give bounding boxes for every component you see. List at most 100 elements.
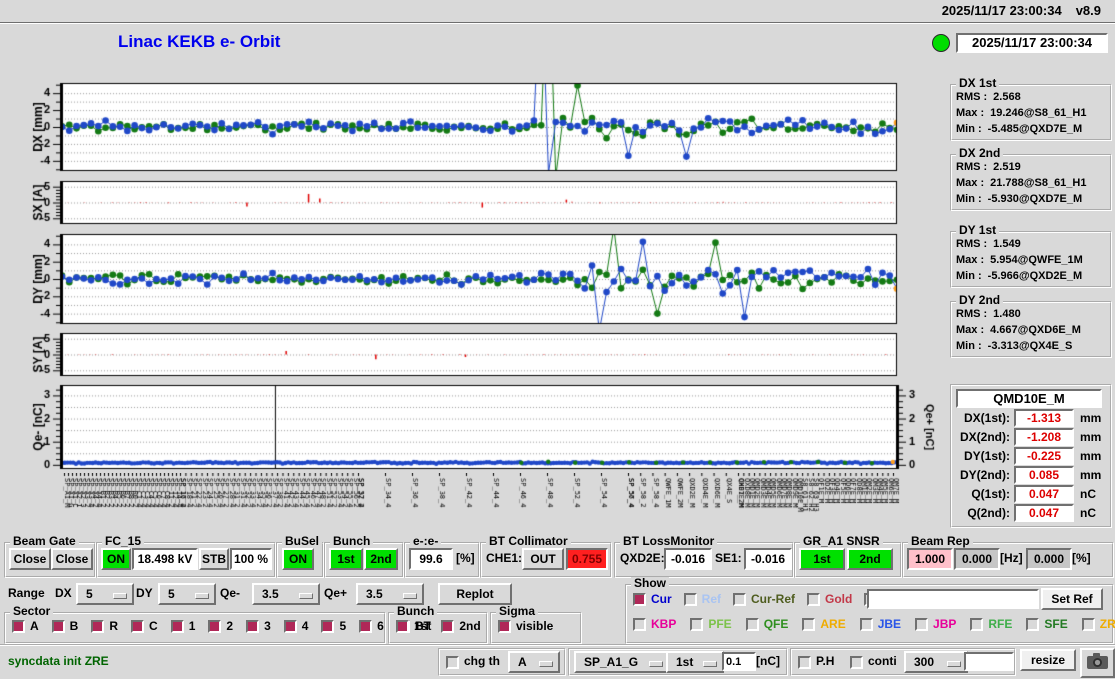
checkbox-indicator[interactable] — [683, 592, 697, 606]
checkbox-item-3[interactable]: 3 — [246, 619, 271, 633]
checkbox-indicator[interactable] — [970, 617, 984, 631]
checkbox-indicator[interactable] — [12, 619, 25, 633]
sp-dropdown[interactable]: SP_A1_G — [574, 651, 670, 673]
checkbox-indicator[interactable] — [1026, 617, 1040, 631]
gr-a1-1st-button[interactable]: 1st — [799, 548, 845, 570]
gr-a1-2nd-button[interactable]: 2nd — [847, 548, 893, 570]
camera-icon — [1087, 653, 1108, 669]
checkbox-item-b[interactable]: B — [51, 619, 79, 633]
checkbox-item-r[interactable]: R — [91, 619, 118, 633]
beam-gate-close2-button[interactable]: Close — [51, 548, 93, 570]
checkbox-item-ref[interactable]: Ref — [683, 592, 721, 606]
checkbox-item-jbp[interactable]: JBP — [915, 617, 956, 631]
checkbox-indicator[interactable] — [441, 619, 455, 633]
checkbox-item-are[interactable]: ARE — [802, 617, 846, 631]
checkbox-indicator[interactable] — [690, 617, 704, 631]
checkbox-indicator[interactable] — [131, 619, 145, 633]
menu-dash-icon — [947, 661, 961, 667]
misc-input[interactable] — [964, 652, 1014, 671]
checkbox-item-1[interactable]: 1 — [170, 619, 195, 633]
checkbox-indicator[interactable] — [915, 617, 929, 631]
monitor-row-label: DX(1st): — [963, 411, 1010, 425]
screenshot-button[interactable] — [1080, 648, 1115, 678]
checkbox-item-5[interactable]: 5 — [321, 619, 346, 633]
threshold-input[interactable] — [722, 652, 756, 671]
checkbox-indicator[interactable] — [170, 619, 184, 633]
checkbox-item-pfe[interactable]: PFE — [690, 617, 732, 631]
range-dx-dropdown[interactable]: 5 — [76, 583, 134, 605]
menu-dash-icon — [299, 593, 313, 599]
checkbox-indicator[interactable] — [807, 592, 821, 606]
checkbox-indicator[interactable] — [359, 619, 373, 633]
beam-gate-close1-button[interactable]: Close — [9, 548, 51, 570]
checkbox-indicator[interactable] — [321, 619, 335, 633]
checkbox-item-c[interactable]: C — [131, 619, 158, 633]
stat-row: Min : -5.930@QXD7E_M — [956, 191, 1108, 207]
stat-row: Min : -3.313@QX4E_S — [956, 338, 1108, 354]
range-qem-dropdown[interactable]: 3.5 — [252, 583, 320, 605]
checkbox-item-visible[interactable]: visible — [498, 619, 553, 633]
sigma-title: Sigma — [496, 605, 539, 618]
checkbox-label: 3 — [264, 619, 271, 633]
fc15-on-button[interactable]: ON — [101, 548, 131, 570]
npoints-dropdown[interactable]: 300 — [904, 651, 968, 673]
checkbox-item-sfe[interactable]: SFE — [1026, 617, 1068, 631]
checkbox-item-kbp[interactable]: KBP — [633, 617, 676, 631]
range-qep-dropdown[interactable]: 3.5 — [356, 583, 424, 605]
checkbox-item-6[interactable]: 6 — [359, 619, 384, 633]
checkbox-indicator[interactable] — [633, 617, 646, 631]
titlebar: 2025/11/17 23:00:34 v8.9 — [0, 0, 1115, 23]
ph-checkbox[interactable] — [798, 656, 811, 669]
monitor-row: DX(2nd): -1.208 mm — [952, 428, 1110, 447]
stat-box-dy-1st: DY 1st RMS : 1.549 Max : 5.954@QWFE_1M Min :-… — [950, 224, 1112, 288]
checkbox-item-a[interactable]: A — [12, 619, 39, 633]
checkbox-item-cur[interactable]: Cur — [633, 592, 672, 606]
bpm-monitor-panel: QMD10E_M DX(1st): -1.313 mm DX(2nd): -1.208 m… — [950, 384, 1112, 528]
checkbox-indicator[interactable] — [396, 619, 409, 633]
sp-bunch-dropdown[interactable]: 1st — [666, 651, 724, 673]
checkbox-item-jbe[interactable]: JBE — [859, 617, 902, 631]
set-ref-button[interactable]: Set Ref — [1041, 588, 1103, 610]
checkbox-item-2nd[interactable]: 2nd — [441, 619, 481, 633]
checkbox-indicator[interactable] — [745, 617, 759, 631]
checkbox-indicator[interactable] — [91, 619, 105, 633]
fc15-stb-button[interactable]: STB — [199, 548, 229, 570]
checkbox-indicator[interactable] — [283, 619, 297, 633]
resize-button[interactable]: resize — [1020, 649, 1076, 671]
replot-button[interactable]: Replot — [438, 583, 512, 605]
checkbox-label: 2nd — [459, 619, 481, 633]
conti-checkbox[interactable] — [850, 656, 863, 669]
checkbox-label: JBE — [877, 617, 902, 631]
checkbox-indicator[interactable] — [802, 617, 816, 631]
checkbox-label: Cur-Ref — [751, 592, 796, 606]
beam-rep-v3-field: 0.000 — [1026, 548, 1072, 570]
ref-file-input[interactable] — [867, 589, 1039, 609]
bt-lossmonitor-group: BT LossMonitor QXD2E: -0.016 SE1: -0.016 — [614, 535, 794, 578]
monitor-row-label: DY(2nd): — [960, 468, 1010, 482]
checkbox-indicator[interactable] — [1081, 617, 1095, 631]
checkbox-item-rfe[interactable]: RFE — [970, 617, 1012, 631]
checkbox-item-4[interactable]: 4 — [283, 619, 308, 633]
che1-out-button[interactable]: OUT — [522, 548, 564, 570]
checkbox-indicator[interactable] — [633, 592, 646, 606]
range-dy-dropdown[interactable]: 5 — [158, 583, 216, 605]
checkbox-item-2[interactable]: 2 — [208, 619, 233, 633]
busel-on-button[interactable]: ON — [282, 548, 314, 570]
page-title: Linac KEKB e- Orbit — [118, 32, 281, 51]
checkbox-indicator[interactable] — [859, 617, 873, 631]
bunch-2nd-button[interactable]: 2nd — [364, 548, 398, 570]
checkbox-item-zre[interactable]: ZRE — [1081, 617, 1115, 631]
chg-th-dropdown[interactable]: A — [508, 651, 560, 673]
checkbox-item-qfe[interactable]: QFE — [745, 617, 788, 631]
chg-th-checkbox[interactable] — [446, 656, 459, 669]
checkbox-indicator[interactable] — [208, 619, 222, 633]
checkbox-indicator[interactable] — [51, 619, 65, 633]
bunch-1st-button[interactable]: 1st — [329, 548, 363, 570]
checkbox-indicator[interactable] — [246, 619, 260, 633]
checkbox-indicator[interactable] — [733, 592, 747, 606]
checkbox-label: B — [69, 619, 79, 633]
checkbox-item-1st[interactable]: 1st — [396, 619, 431, 633]
checkbox-item-gold[interactable]: Gold — [807, 592, 852, 606]
checkbox-indicator[interactable] — [498, 619, 511, 633]
checkbox-item-cur-ref[interactable]: Cur-Ref — [733, 592, 795, 606]
